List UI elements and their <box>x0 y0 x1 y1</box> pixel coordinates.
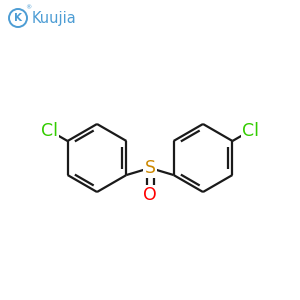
Text: Kuujia: Kuujia <box>32 11 77 26</box>
Text: O: O <box>143 186 157 204</box>
Text: Cl: Cl <box>41 122 58 140</box>
Text: Cl: Cl <box>242 122 259 140</box>
Text: K: K <box>14 13 22 23</box>
Text: S: S <box>145 159 155 177</box>
Text: ®: ® <box>25 5 31 10</box>
